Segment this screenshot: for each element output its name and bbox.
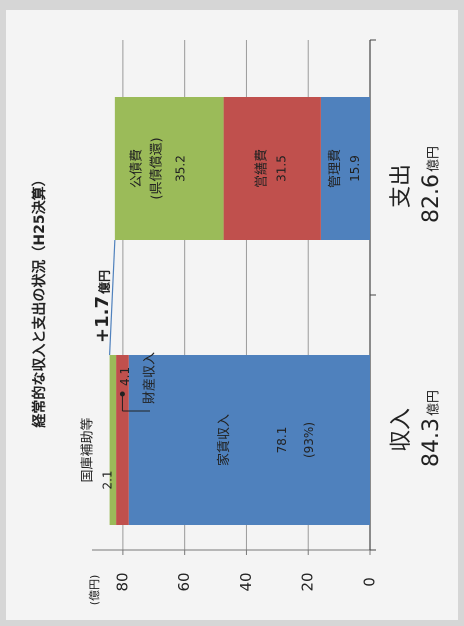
y-tick-label: 80 (113, 572, 131, 591)
rotated-plot: 経常的な収入と支出の状況（H25決算） (億円) 0 20 40 60 80 家賃収入 78… (31, 39, 444, 606)
chart-title: 経常的な収入と支出の状況（H25決算） (31, 172, 48, 427)
connector (109, 239, 116, 356)
segment-name: 管理費 (328, 149, 343, 188)
bar-segment (320, 97, 370, 240)
bar-segment (223, 97, 321, 240)
segment-share: (93%) (302, 422, 316, 458)
total-unit: 億円 (426, 146, 442, 172)
segment-value: 78.1 (275, 427, 289, 454)
segment-value: 15.9 (348, 155, 362, 182)
segment-name: 国庫補助等 (80, 417, 96, 482)
y-tick-label: 20 (299, 572, 317, 591)
category-label: 支出 (389, 164, 414, 208)
total-value: 82.6 (419, 174, 444, 223)
leader-dot (119, 391, 125, 397)
segment-name: 営繕費 (254, 149, 270, 188)
unit-label: (億円) (88, 575, 101, 606)
bar-segment (128, 355, 370, 525)
segment-subname: (県債償還) (150, 137, 165, 199)
bar-segment (109, 355, 117, 525)
bar-segment (116, 355, 129, 525)
segment-name: 財産収入 (142, 352, 158, 404)
segment-value: 4.1 (118, 367, 132, 386)
segment-name: 家賃収入 (216, 414, 232, 466)
total-value: 84.3 (419, 418, 444, 467)
y-tick-label: 60 (175, 572, 193, 591)
segment-value: 31.5 (275, 155, 289, 182)
y-tick-label: 40 (237, 572, 255, 591)
total-unit: 億円 (426, 390, 442, 416)
segment-value: 35.2 (174, 155, 188, 182)
segment-name: 公債費 (130, 149, 145, 188)
difference-value: +1.7 (92, 296, 113, 343)
difference-unit: 億円 (97, 270, 112, 294)
y-tick-label: 0 (361, 577, 379, 587)
bar-segment (114, 97, 224, 240)
category-label: 収入 (389, 408, 414, 452)
segment-value: 2.1 (101, 470, 115, 489)
